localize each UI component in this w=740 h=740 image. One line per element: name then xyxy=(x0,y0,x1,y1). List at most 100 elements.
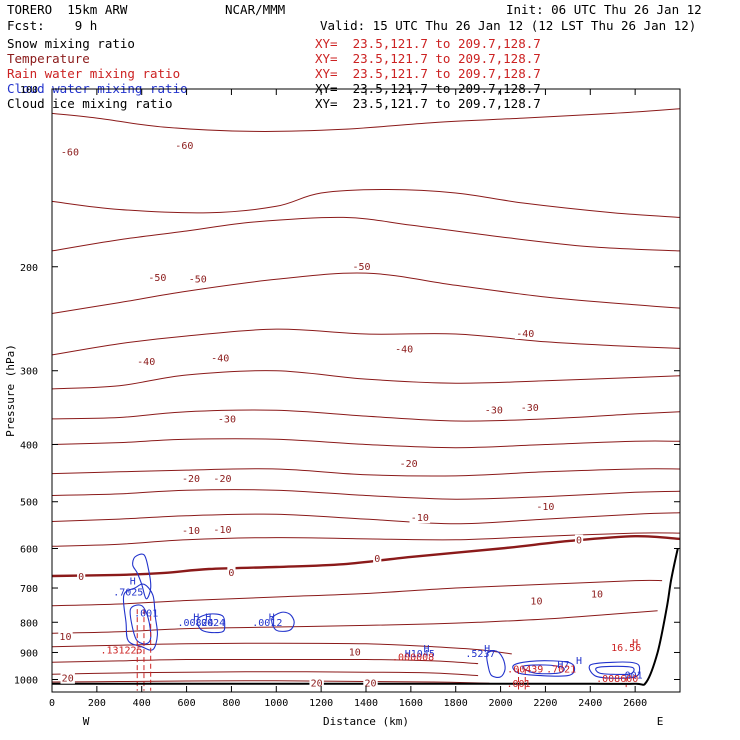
isotherm-m40 xyxy=(51,328,681,356)
isotherm-m35 xyxy=(51,370,681,390)
x-tick-label: 2600 xyxy=(623,698,647,709)
temperature-label: -50 xyxy=(189,274,207,285)
x-tick-label: 1400 xyxy=(354,698,378,709)
legend-cloud-water-xy: XY= 23.5,121.7 to 209.7,128.7 xyxy=(315,81,541,96)
y-axis-title: Pressure (hPa) xyxy=(4,344,17,437)
y-tick-label: 700 xyxy=(20,584,38,595)
contour-label-bg xyxy=(77,570,86,582)
x-tick-label: 2400 xyxy=(578,698,602,709)
y-tick-label: 500 xyxy=(20,498,38,509)
isotherm-30 xyxy=(51,680,490,684)
cloud-water-label: H1045 xyxy=(405,649,435,660)
forecast-hour: Fcst: 9 h xyxy=(7,18,98,33)
x-tick-label: 600 xyxy=(178,698,196,709)
rain-label: .001 xyxy=(506,679,530,690)
x-tick-label: 800 xyxy=(222,698,240,709)
contour-label-bg xyxy=(212,523,233,535)
isotherm-15 xyxy=(51,642,512,655)
cloud-water-label: .0012 xyxy=(252,618,282,629)
contour-label-bg xyxy=(180,524,202,536)
x-tick-label: 1800 xyxy=(444,698,468,709)
terrain-profile xyxy=(52,548,679,686)
cloud-contour xyxy=(588,661,641,679)
x-tick-label: 1600 xyxy=(399,698,423,709)
legend-snow: Snow mixing ratio xyxy=(7,36,135,51)
contour-label-bg xyxy=(209,352,231,364)
cloud-contour xyxy=(132,553,152,600)
isotherm-20 xyxy=(51,658,479,665)
y-tick-label: 200 xyxy=(20,263,38,274)
isotherm-m55 xyxy=(51,188,681,218)
temperature-label: -40 xyxy=(211,353,229,364)
temperature-label: -40 xyxy=(516,329,534,340)
temperature-label: -50 xyxy=(352,262,370,273)
temperature-label: 10 xyxy=(349,647,361,658)
y-tick-label: 800 xyxy=(20,618,38,629)
rain-label: .008600 xyxy=(596,674,638,685)
legend-cloud-ice-xy: XY= 23.5,121.7 to 209.7,128.7 xyxy=(315,96,541,111)
temperature-label: -60 xyxy=(175,141,193,152)
contour-label-bg xyxy=(58,631,73,643)
cloud-water-label: .00824 xyxy=(177,618,213,629)
temperature-label: -10 xyxy=(411,513,429,524)
x-tick-label: 1200 xyxy=(309,698,333,709)
contour-label-bg xyxy=(174,140,195,152)
cloud-water-label: H7 xyxy=(557,660,569,671)
temperature-label: 0 xyxy=(576,536,582,547)
cloud-water-label: .001 xyxy=(134,608,158,619)
cloud-contour xyxy=(271,611,295,632)
cloud-contour xyxy=(522,664,565,675)
rain-shafts xyxy=(136,609,627,691)
y-tick-label: 400 xyxy=(20,441,38,452)
contour-label-bg xyxy=(519,402,541,414)
isotherm-m50 xyxy=(51,216,681,252)
y-tick-label: 1000 xyxy=(14,675,38,686)
plot-frame xyxy=(51,88,681,693)
contour-label-bg xyxy=(216,413,238,425)
x-axis-right-label: E xyxy=(657,715,664,728)
isotherm-25 xyxy=(51,671,479,677)
temperature-label: -40 xyxy=(395,344,413,355)
x-tick-label: 200 xyxy=(88,698,106,709)
temperature-label: -20 xyxy=(182,474,200,485)
cloud-contour xyxy=(595,665,635,676)
contour-label-bg xyxy=(589,588,605,600)
rain-label: .131225 xyxy=(100,645,142,656)
rain-label: .000008 xyxy=(392,653,434,664)
contour-labels: -60 -60 -50 -50 -50 -40 -40 -40 -40 -30 -30 -30 -20 -… xyxy=(58,140,643,690)
contour-label-bg xyxy=(180,473,202,485)
cloud-water-label: H xyxy=(484,644,490,655)
isotherm-m5 xyxy=(51,532,681,547)
cloud-water-label: H xyxy=(269,612,275,623)
contour-label-bg xyxy=(212,473,233,485)
legend-snow-xy: XY= 23.5,121.7 to 209.7,128.7 xyxy=(315,36,541,51)
contour-label-bg xyxy=(309,677,324,689)
cloud-water-label: .0024 xyxy=(195,618,225,629)
cloud-contour xyxy=(122,583,158,651)
legend-temperature-xy: XY= 23.5,121.7 to 209.7,128.7 xyxy=(315,51,541,66)
cloud-contour xyxy=(129,604,152,645)
x-tick-label: 1000 xyxy=(264,698,288,709)
isotherm-0 xyxy=(51,534,681,578)
cloud-water-label: .5237 xyxy=(465,649,495,660)
cloud-water-label: H H xyxy=(193,612,211,623)
rain-label: .7021 xyxy=(546,665,576,676)
legend-cloud-ice: Cloud ice mixing ratio xyxy=(7,96,173,111)
x-tick-label: 2200 xyxy=(533,698,557,709)
temperature-label: -10 xyxy=(213,525,231,536)
isotherm-m20 xyxy=(51,468,681,477)
cloud-contour xyxy=(512,660,576,677)
temperature-label: 10 xyxy=(59,632,71,643)
contour-label-bg xyxy=(363,677,378,689)
contour-label-bg xyxy=(529,595,544,607)
isotherm-10 xyxy=(51,610,658,634)
legend-rain: Rain water mixing ratio xyxy=(7,66,181,81)
y-tick-label: 900 xyxy=(20,648,38,659)
contour-label-bg xyxy=(351,260,372,272)
temperature-label: 20 xyxy=(364,678,376,689)
org-label: NCAR/MMM xyxy=(225,2,286,17)
contour-label-bg xyxy=(147,272,168,284)
contour-label-bg xyxy=(59,146,81,158)
